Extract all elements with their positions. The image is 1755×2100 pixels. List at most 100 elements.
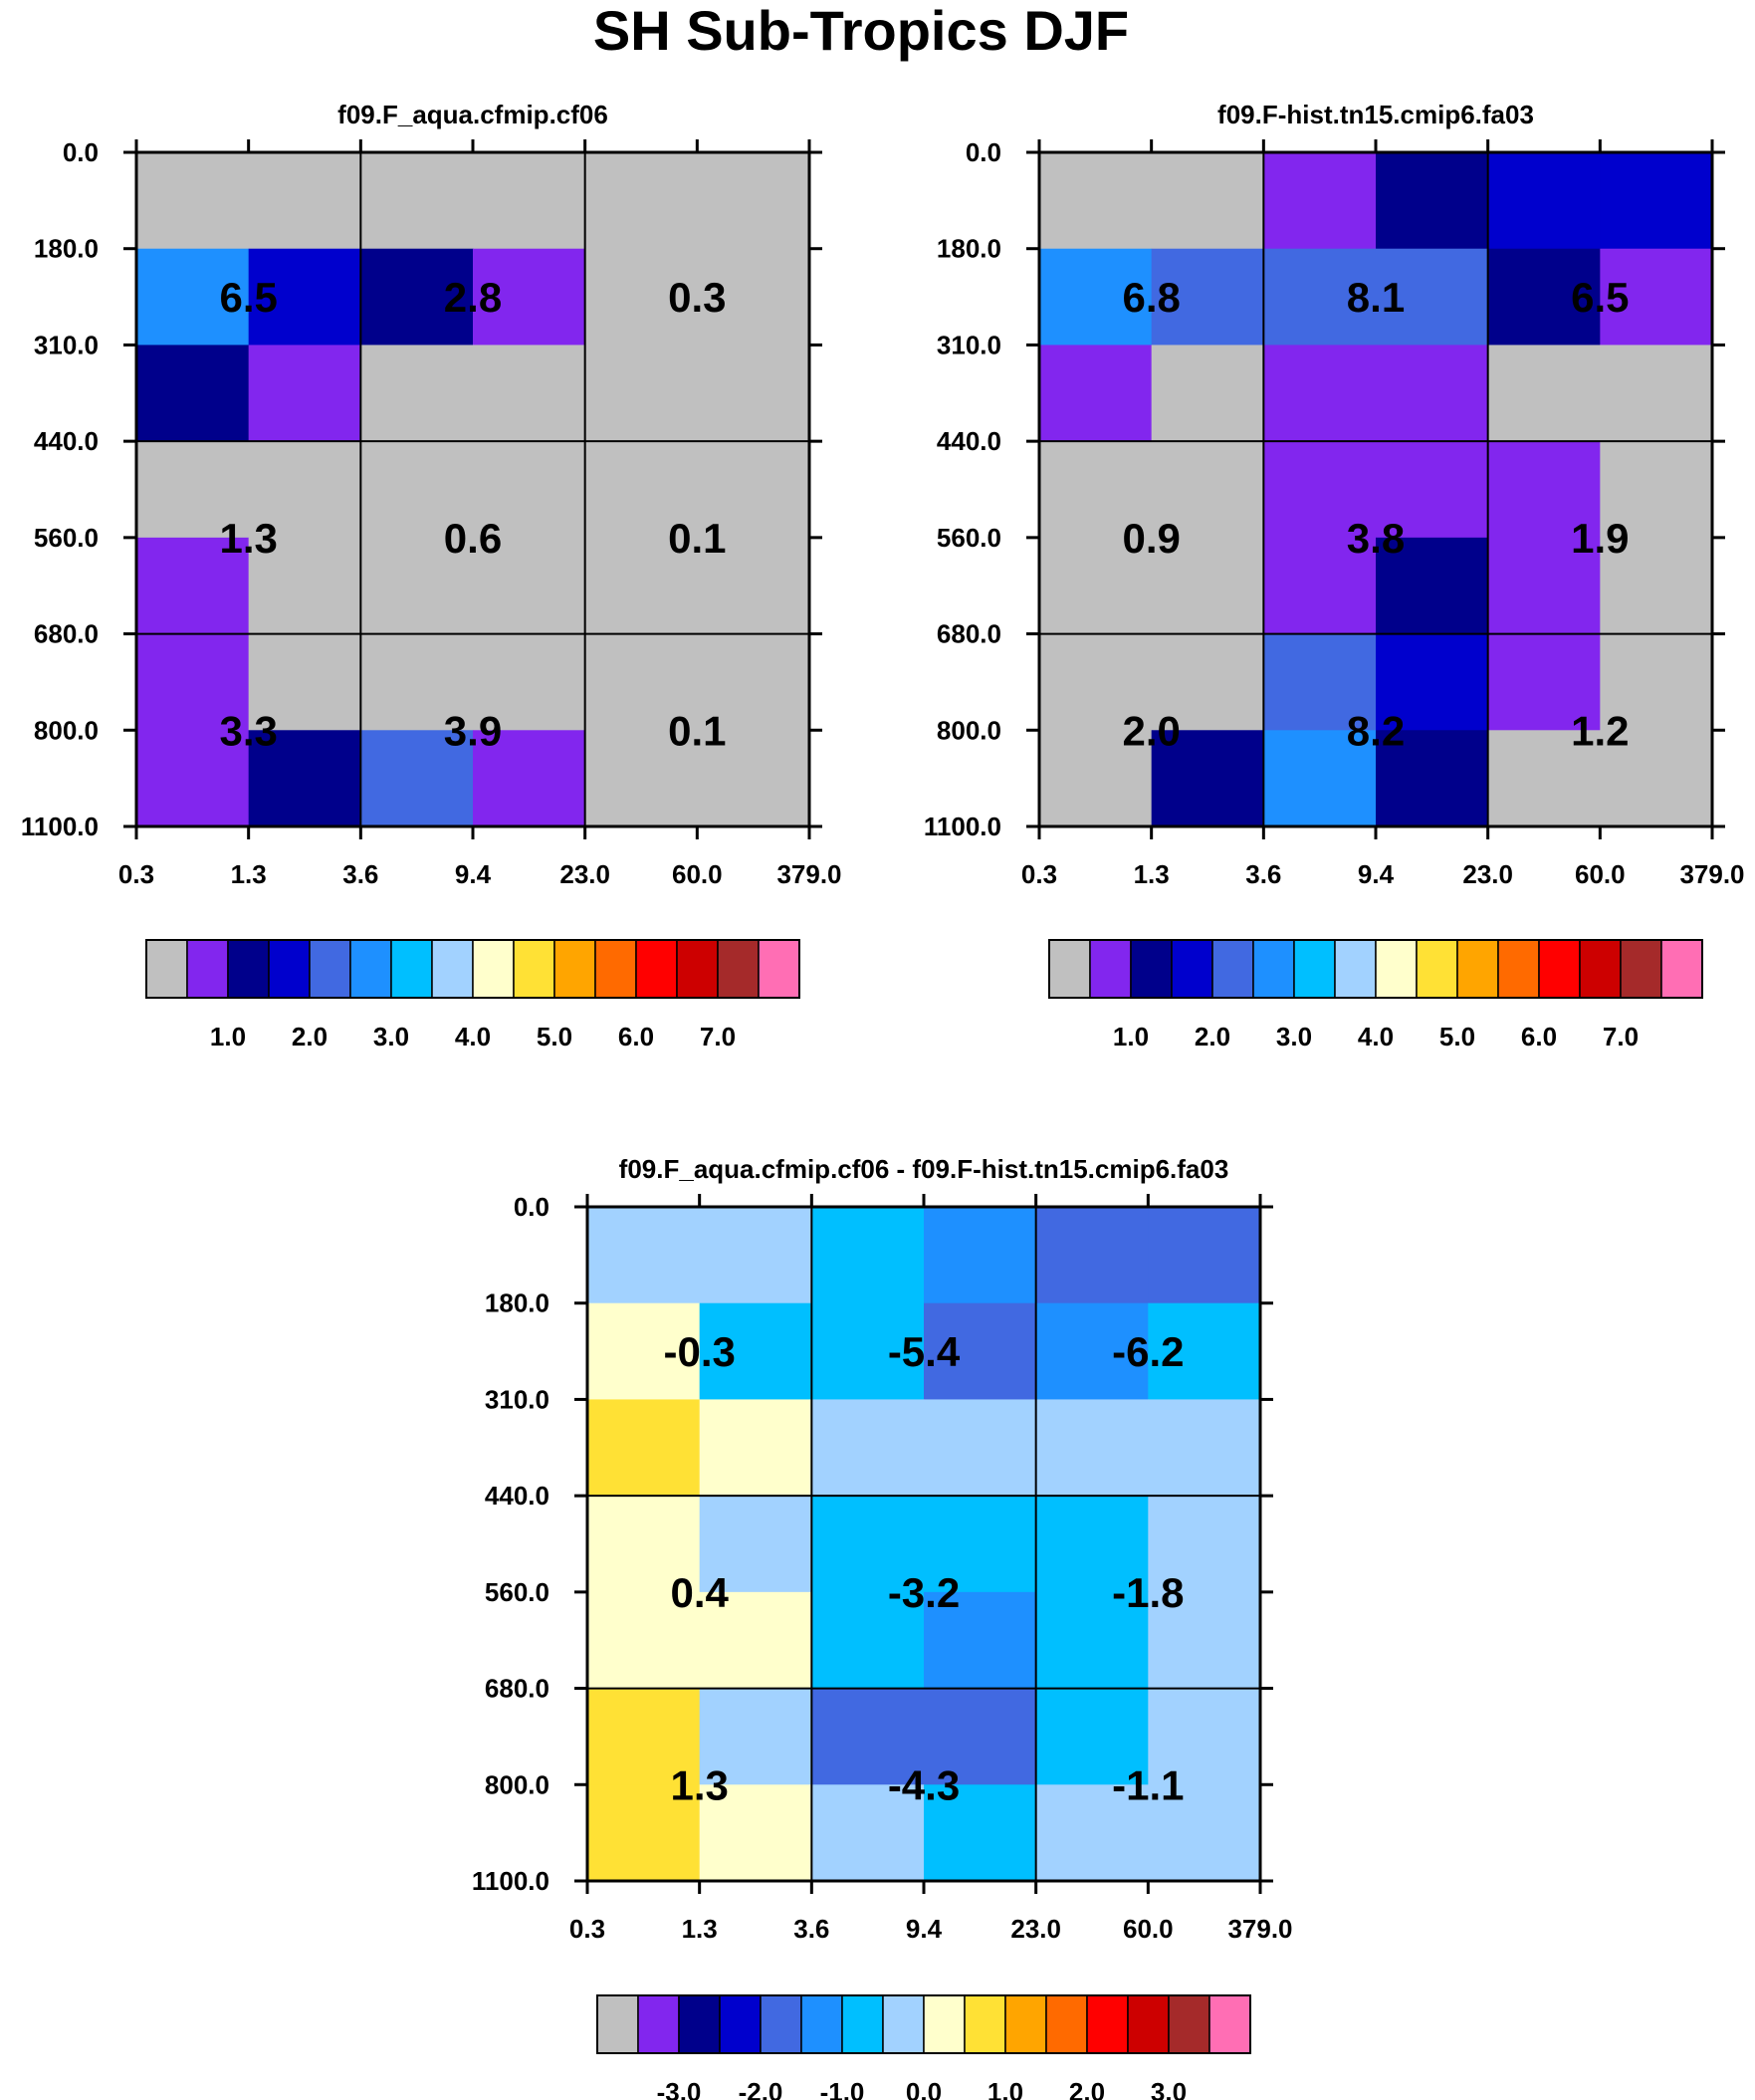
- x-tick-label: 60.0: [1123, 1914, 1174, 1944]
- y-tick-label: 180.0: [485, 1288, 549, 1318]
- colorbar-label: 5.0: [537, 1022, 572, 1051]
- heatmap-cell: [248, 441, 361, 539]
- box-value: 8.2: [1347, 707, 1405, 754]
- heatmap-cell: [1376, 345, 1489, 442]
- heatmap-cell: [584, 152, 698, 250]
- heatmap-cell: [1151, 441, 1264, 539]
- heatmap-cell: [924, 1784, 1037, 1882]
- box-value: -5.4: [888, 1328, 961, 1375]
- heatmap-cell: [1487, 633, 1601, 731]
- x-tick-label: 0.3: [1021, 859, 1057, 889]
- box-value: 6.5: [219, 274, 277, 321]
- heatmap-cell: [473, 633, 586, 731]
- heatmap-cell: [1600, 345, 1713, 442]
- heatmap-cell: [587, 1496, 701, 1593]
- box-value: 0.3: [668, 274, 726, 321]
- colorbar-swatch: [1416, 939, 1458, 999]
- heatmap-cell: [924, 1688, 1037, 1785]
- colorbar: -3.0 -2.0 -1.0 0.0 1.0 2.0 3.0: [596, 1994, 1251, 2100]
- heatmap-cell: [1151, 633, 1264, 731]
- colorbar-swatch: [637, 1994, 680, 2054]
- heatmap-cell: [1035, 1399, 1149, 1497]
- heatmap-cell: [699, 1302, 812, 1400]
- heatmap-cell: [811, 1302, 925, 1400]
- x-tick-label: 23.0: [559, 859, 610, 889]
- heatmap-cell: [1376, 441, 1489, 539]
- colorbar-swatch: [800, 1994, 843, 2054]
- y-tick-label: 440.0: [937, 426, 1001, 456]
- colorbar-swatch: [1211, 939, 1254, 999]
- colorbar-swatch: [349, 939, 392, 999]
- box-value: 3.3: [219, 707, 277, 754]
- panel-2: f09.F-hist.tn15.cmip6.fa03 0.3 1.3 3.6 9.4 23…: [924, 100, 1745, 1051]
- heatmap-cell: [360, 345, 474, 442]
- colorbar-frame: [596, 1994, 1251, 2054]
- y-tick-label: 440.0: [485, 1481, 549, 1511]
- colorbar-label: -3.0: [657, 2077, 702, 2100]
- x-tick-label: 0.3: [569, 1914, 605, 1944]
- colorbar-swatch: [1127, 1994, 1170, 2054]
- colorbar-label: 2.0: [292, 1022, 328, 1051]
- heatmap-cell: [1487, 537, 1601, 635]
- y-tick-label: 680.0: [937, 619, 1001, 649]
- colorbar-swatch: [1538, 939, 1581, 999]
- y-tick-label: 180.0: [937, 234, 1001, 264]
- x-tick-label: 9.4: [906, 1914, 943, 1944]
- box-value: 0.9: [1122, 515, 1180, 562]
- heatmap-cell: [924, 1302, 1037, 1400]
- heatmap-cell: [1039, 730, 1153, 827]
- heatmap-cell: [584, 537, 698, 635]
- heatmap-cell: [248, 248, 361, 346]
- heatmap-cell: [587, 1591, 701, 1690]
- x-tick-label: 9.4: [455, 859, 492, 889]
- colorbar-swatch: [186, 939, 229, 999]
- colorbar-swatch: [1293, 939, 1336, 999]
- heatmap-cell: [1151, 345, 1264, 442]
- box-value: -4.3: [888, 1761, 960, 1808]
- heatmap-cell: [697, 633, 810, 731]
- colorbar-label: 7.0: [1603, 1022, 1639, 1051]
- heatmap-cell: [1148, 1302, 1261, 1400]
- box-value: 1.9: [1571, 515, 1629, 562]
- colorbar-swatch: [1497, 939, 1540, 999]
- box-value: 2.8: [444, 274, 502, 321]
- colorbar-swatch: [1620, 939, 1662, 999]
- y-tick-label: 560.0: [937, 523, 1001, 553]
- heatmap-cell: [136, 730, 250, 827]
- colorbar-swatch: [1252, 939, 1295, 999]
- heatmap-cell: [248, 345, 361, 442]
- heatmap-cell: [360, 152, 474, 250]
- heatmap-cell: [1600, 633, 1713, 731]
- heatmap-cell: [136, 441, 250, 539]
- colorbar: 1.0 2.0 3.0 4.0 5.0 6.0 7.0: [1048, 939, 1703, 1051]
- colorbar-swatch: [472, 939, 515, 999]
- heatmap-cell: [1151, 537, 1264, 635]
- heatmap-cell: [1600, 248, 1713, 346]
- colorbar-swatch: [309, 939, 351, 999]
- heatmap-cell: [699, 1784, 812, 1882]
- y-tick-label: 310.0: [485, 1384, 549, 1414]
- heatmap-cell: [1039, 152, 1153, 250]
- heatmap-cell: [1148, 1207, 1261, 1304]
- colorbar-swatch: [1660, 939, 1703, 999]
- x-tick-label: 1.3: [682, 1914, 718, 1944]
- colorbar-swatch: [719, 1994, 762, 2054]
- colorbar-swatch: [1045, 1994, 1088, 2054]
- colorbar-swatch: [1334, 939, 1377, 999]
- colorbar-frame: [145, 939, 800, 999]
- colorbar-swatch: [1089, 939, 1132, 999]
- box-value: 0.6: [444, 515, 502, 562]
- colorbar-swatch: [1375, 939, 1418, 999]
- heatmap-cell: [1151, 730, 1264, 827]
- x-tick-label: 379.0: [776, 859, 841, 889]
- heatmap-cell: [136, 248, 250, 346]
- y-tick-label: 800.0: [34, 715, 99, 745]
- heatmap-cell: [1487, 441, 1601, 539]
- heatmap-cell: [699, 1688, 812, 1785]
- heatmap-cell: [1487, 152, 1601, 250]
- box-value: 1.2: [1571, 707, 1629, 754]
- heatmap-cell: [1376, 537, 1489, 635]
- panel-3: f09.F_aqua.cfmip.cf06 - f09.F-hist.tn15.…: [472, 1154, 1293, 2100]
- heatmap-cell: [1487, 730, 1601, 827]
- heatmap-cell: [697, 537, 810, 635]
